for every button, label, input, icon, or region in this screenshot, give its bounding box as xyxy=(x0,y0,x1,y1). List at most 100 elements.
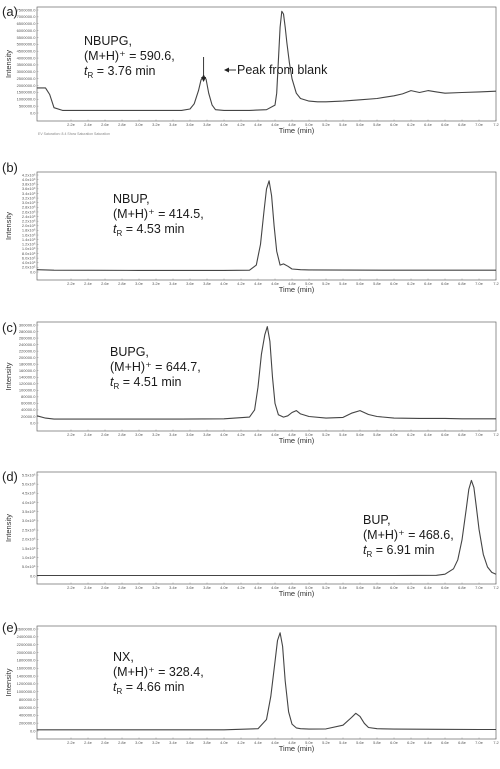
plot-frame xyxy=(36,6,497,122)
y-tick-label: 7500000.0 xyxy=(17,7,37,12)
y-tick-label: 1400000.0 xyxy=(17,673,37,678)
x-axis-label: Time (min) xyxy=(279,436,315,445)
y-tick-label: 220000.0 xyxy=(19,348,36,353)
y-tick-label: 1.5x10⁶ xyxy=(22,546,36,551)
x-tick-label: 3.0e xyxy=(135,432,144,437)
x-tick-label: 2.6e xyxy=(101,122,110,127)
peak-annotation-line: (M+H)⁺ = 644.7, xyxy=(110,360,201,374)
x-tick-label: 3.2e xyxy=(152,585,161,590)
y-tick-label: 4.0x10⁵ xyxy=(22,260,36,265)
x-tick-label: 2.8e xyxy=(118,740,127,745)
x-tick-label: 6.8e xyxy=(458,740,467,745)
panel-label: (d) xyxy=(2,469,18,484)
x-tick-label: 6.2e xyxy=(407,281,416,286)
x-tick-label: 6.0e xyxy=(390,740,399,745)
y-tick-label: 1.4x10⁶ xyxy=(22,237,36,242)
y-tick-label: 2000000.0 xyxy=(17,83,37,88)
y-tick-label: 5.5x10⁶ xyxy=(22,472,36,477)
panel-label: (e) xyxy=(2,620,18,635)
x-tick-label: 4.6e xyxy=(271,585,280,590)
chart-panel-d: (d) 5.5x10⁶ 5.0x10⁶ 4.5x10⁶ 4.0x10⁶ 3.5x10⁶ 3.… xyxy=(2,469,500,598)
peak-annotation-line: tR = 4.53 min xyxy=(113,222,185,238)
y-tick-label: 1000000.0 xyxy=(17,97,37,102)
y-tick-label: 2400000.0 xyxy=(17,634,37,639)
x-tick-label: 3.6e xyxy=(186,585,195,590)
y-tick-label: 2.2x10⁶ xyxy=(22,218,36,223)
y-tick-label: 5.0x10⁶ xyxy=(22,481,36,486)
x-tick-label: 4.0e xyxy=(220,740,229,745)
x-tick-label: 5.2e xyxy=(322,432,331,437)
x-tick-label: 2.2e xyxy=(67,281,76,286)
x-tick-label: 2.2e xyxy=(67,740,76,745)
y-tick-label: 5.0x10⁵ xyxy=(22,564,36,569)
x-tick-label: 6.0e xyxy=(390,585,399,590)
y-tick-label: 3.0x10⁶ xyxy=(22,518,36,523)
y-tick-label: 2000000.0 xyxy=(17,650,37,655)
y-tick-label: 200000.0 xyxy=(19,720,36,725)
x-tick-label: 5.4e xyxy=(339,585,348,590)
y-tick-label: 3.5x10⁶ xyxy=(22,509,36,514)
chromatogram-trace xyxy=(36,180,496,271)
chart-panel-b: (b) 4.2x10⁶4.0x10⁶3.8x10⁶3.6x10⁶3.4x10⁶3.… xyxy=(2,160,500,294)
x-tick-label: 6.4e xyxy=(424,122,433,127)
x-tick-label: 7.0e xyxy=(475,122,484,127)
x-tick-label: 2.6e xyxy=(101,585,110,590)
x-tick-label: 5.0e xyxy=(305,740,314,745)
y-tick-label: 8.0x10⁵ xyxy=(22,251,36,256)
x-tick-label: 4.2e xyxy=(237,281,246,286)
y-tick-label: 60000.0 xyxy=(21,401,36,406)
y-tick-label: 3.8x10⁶ xyxy=(22,182,36,187)
x-tick-label: 3.4e xyxy=(169,740,178,745)
x-tick-label: 5.8e xyxy=(373,585,382,590)
y-tick-label: 5500000.0 xyxy=(17,35,37,40)
y-tick-label: 4.0x10⁶ xyxy=(22,500,36,505)
y-tick-label: 2.6x10⁶ xyxy=(22,209,36,214)
peak-annotation-line: NBUP, xyxy=(113,192,150,206)
arrow-head-icon xyxy=(201,77,207,82)
y-tick-label: 280000.0 xyxy=(19,329,36,334)
x-tick-label: 3.6e xyxy=(186,432,195,437)
x-tick-label: 7.0e xyxy=(475,740,484,745)
y-tick-label: 7000000.0 xyxy=(17,14,37,19)
y-axis-label: Intensity xyxy=(4,668,13,696)
peak-annotation-line: tR = 4.51 min xyxy=(110,375,182,391)
x-axis-label: Time (min) xyxy=(279,126,315,135)
x-tick-label: 4.4e xyxy=(254,432,263,437)
x-tick-label: 7.2 xyxy=(493,432,499,437)
x-tick-label: 5.6e xyxy=(356,122,365,127)
x-tick-label: 5.4e xyxy=(339,740,348,745)
x-tick-label: 5.8e xyxy=(373,432,382,437)
x-tick-label: 3.4e xyxy=(169,122,178,127)
x-tick-label: 5.4e xyxy=(339,122,348,127)
x-tick-label: 6.6e xyxy=(441,432,450,437)
y-tick-label: 200000.0 xyxy=(19,355,36,360)
x-tick-label: 3.8e xyxy=(203,740,212,745)
x-tick-label: 2.4e xyxy=(84,122,93,127)
x-tick-label: 2.4e xyxy=(84,281,93,286)
x-tick-label: 6.8e xyxy=(458,432,467,437)
x-tick-label: 4.8e xyxy=(288,432,297,437)
y-tick-label: 4500000.0 xyxy=(17,49,37,54)
y-tick-label: 260000.0 xyxy=(19,335,36,340)
plot-frame xyxy=(36,321,497,432)
x-tick-label: 2.4e xyxy=(84,585,93,590)
x-tick-label: 6.0e xyxy=(390,281,399,286)
x-tick-label: 2.4e xyxy=(84,432,93,437)
panel-label: (c) xyxy=(2,320,17,335)
x-tick-label: 4.4e xyxy=(254,740,263,745)
y-tick-label: 1.2x10⁶ xyxy=(22,242,36,247)
y-tick-label: 4.5x10⁶ xyxy=(22,491,36,496)
y-tick-label: 4000000.0 xyxy=(17,55,37,60)
arrow-head-icon xyxy=(224,67,229,73)
y-tick-label: 1.8x10⁶ xyxy=(22,228,36,233)
x-tick-label: 5.6e xyxy=(356,281,365,286)
x-tick-label: 3.6e xyxy=(186,281,195,286)
x-axis-label: Time (min) xyxy=(279,744,315,753)
x-tick-label: 5.2e xyxy=(322,740,331,745)
x-tick-label: 6.8e xyxy=(458,122,467,127)
x-tick-label: 3.6e xyxy=(186,122,195,127)
y-tick-label: 300000.0 xyxy=(19,322,36,327)
